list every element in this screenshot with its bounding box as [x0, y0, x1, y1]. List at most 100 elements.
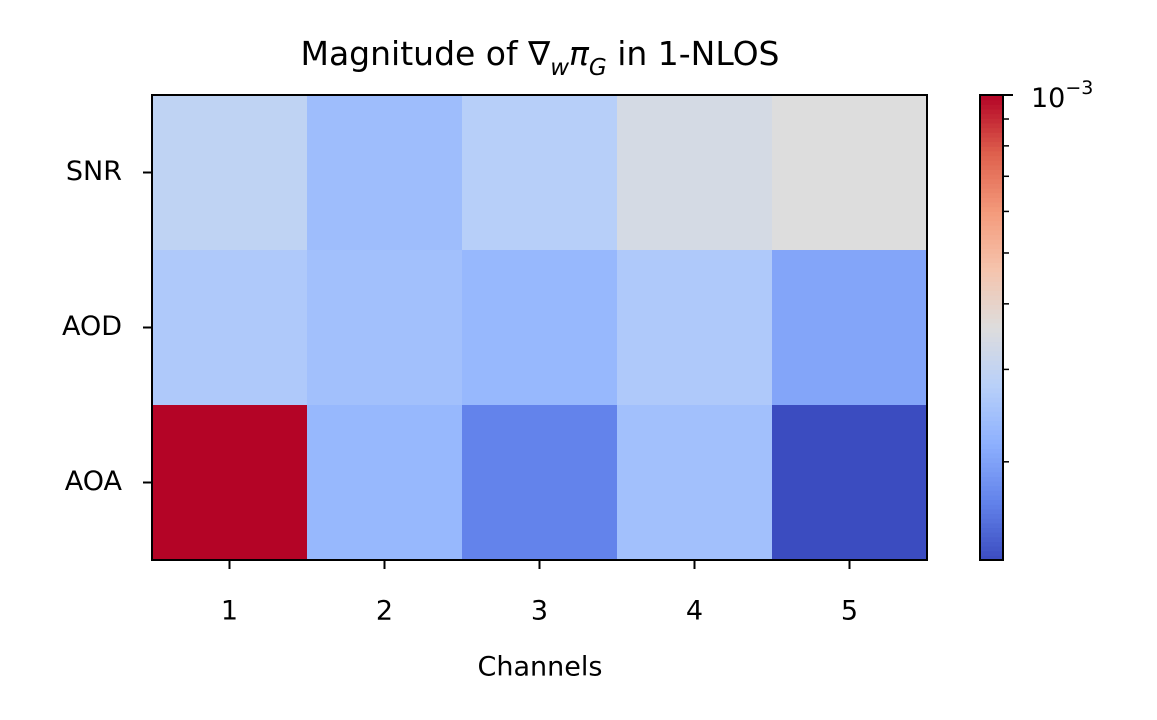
colorbar-step: [980, 378, 1003, 384]
colorbar-step: [980, 234, 1003, 240]
colorbar-step: [980, 271, 1003, 277]
heatmap-cell: [307, 405, 463, 561]
colorbar-step: [980, 192, 1003, 198]
colorbar-step: [980, 346, 1003, 352]
colorbar-step: [980, 462, 1003, 468]
heatmap-cell: [617, 95, 773, 251]
colorbar-step: [980, 471, 1003, 477]
colorbar-step: [980, 136, 1003, 143]
colorbar-step: [980, 248, 1003, 254]
colorbar-step: [980, 150, 1003, 157]
colorbar-step: [980, 448, 1003, 454]
colorbar-step: [980, 392, 1003, 398]
heatmap-cell: [617, 250, 773, 406]
colorbar-step: [980, 415, 1003, 422]
colorbar-step: [980, 494, 1003, 501]
colorbar-step: [980, 522, 1003, 529]
heatmap-cell: [307, 250, 463, 406]
colorbar-step: [980, 267, 1003, 273]
text-part: Magnitude of ∇: [300, 34, 551, 73]
colorbar-step: [980, 308, 1003, 315]
colorbar-step: [980, 536, 1003, 542]
colorbar-step: [980, 188, 1003, 194]
heatmap-cell: [772, 250, 928, 406]
text-part: in 1-NLOS: [607, 34, 780, 73]
colorbar-step: [980, 276, 1003, 282]
heatmap-cell: [462, 95, 618, 251]
colorbar-step: [980, 355, 1003, 361]
colorbar-step: [980, 243, 1003, 250]
colorbar-step: [980, 290, 1003, 296]
colorbar-step: [980, 397, 1003, 403]
colorbar-step: [980, 387, 1003, 394]
y-tick-label: AOD: [62, 311, 122, 342]
x-axis-label: Channels: [478, 652, 603, 683]
colorbar-step: [980, 527, 1003, 533]
colorbar-step: [980, 164, 1003, 170]
colorbar-step: [980, 318, 1003, 324]
colorbar-step: [980, 383, 1003, 389]
colorbar-step: [980, 122, 1003, 129]
colorbar-step: [980, 532, 1003, 538]
colorbar-step: [980, 480, 1003, 487]
x-tick-label: 5: [841, 596, 858, 627]
colorbar-step: [980, 322, 1003, 329]
colorbar-step: [980, 201, 1003, 208]
colorbar-step: [980, 360, 1003, 366]
colorbar-step: [980, 206, 1003, 212]
colorbar-step: [980, 113, 1003, 119]
colorbar-step: [980, 490, 1003, 496]
colorbar-step: [980, 546, 1003, 552]
colorbar-frame: [979, 94, 1004, 561]
colorbar-step: [980, 118, 1003, 124]
heatmap-cell: [152, 95, 308, 251]
colorbar-step: [980, 504, 1003, 510]
colorbar-step: [980, 425, 1003, 431]
heatmap-cell: [772, 95, 928, 251]
colorbar-step: [980, 294, 1003, 301]
colorbar-step: [980, 132, 1003, 138]
colorbar-step: [980, 220, 1003, 226]
colorbar-step: [980, 160, 1003, 166]
colorbar-step: [980, 341, 1003, 347]
x-tick-label: 3: [531, 596, 548, 627]
colorbar-step: [980, 518, 1003, 524]
colorbar-step: [980, 104, 1003, 110]
colorbar-step: [980, 313, 1003, 319]
heatmap-cell: [462, 405, 618, 561]
colorbar-step: [980, 229, 1003, 236]
heatmap-cell: [152, 250, 308, 406]
colorbar-step: [980, 513, 1003, 519]
colorbar-step: [980, 364, 1003, 370]
colorbar-step: [980, 499, 1003, 505]
colorbar-step: [980, 434, 1003, 440]
heatmap-cell: [772, 405, 928, 561]
colorbar-step: [980, 439, 1003, 445]
colorbar-step: [980, 555, 1003, 561]
colorbar-step: [980, 155, 1003, 161]
colorbar-step: [980, 127, 1003, 133]
colorbar-step: [980, 374, 1003, 380]
colorbar-step: [980, 411, 1003, 417]
colorbar-step: [980, 304, 1003, 310]
colorbar-step: [980, 406, 1003, 412]
chart-title: Magnitude of ∇wπG in 1-NLOS: [300, 34, 779, 81]
colorbar-step: [980, 420, 1003, 426]
colorbar-step: [980, 253, 1003, 259]
x-tick-label: 2: [376, 596, 393, 627]
colorbar-step: [980, 95, 1003, 101]
colorbar-step: [980, 178, 1003, 184]
colorbar-step: [980, 336, 1003, 343]
colorbar-step: [980, 485, 1003, 491]
colorbar-step: [980, 197, 1003, 203]
colorbar-step: [980, 146, 1003, 152]
text-part: −3: [1065, 77, 1093, 99]
colorbar-step: [980, 169, 1003, 175]
colorbar-step: [980, 508, 1003, 515]
colorbar-step: [980, 183, 1003, 189]
colorbar-step: [980, 262, 1003, 268]
colorbar-step: [980, 299, 1003, 305]
colorbar-step: [980, 443, 1003, 449]
heatmap-cell: [152, 405, 308, 561]
